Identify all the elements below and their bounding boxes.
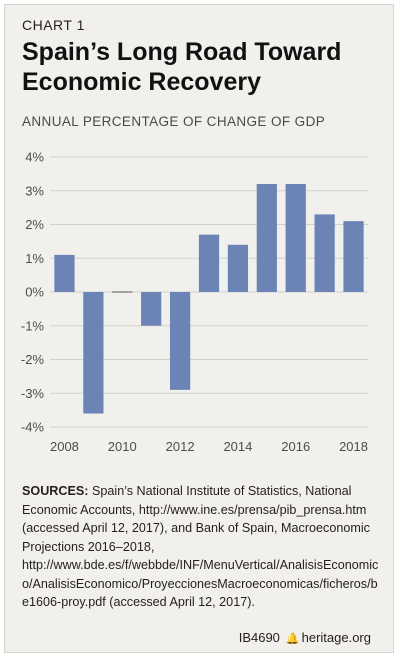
bars xyxy=(54,184,364,414)
footer: IB4690 🔔 heritage.org xyxy=(239,630,371,645)
bar-2009 xyxy=(83,292,104,414)
y-tick-label: -2% xyxy=(21,352,45,367)
x-tick-label: 2016 xyxy=(281,439,310,454)
bar-2010 xyxy=(112,291,133,293)
bar-2008 xyxy=(54,254,75,292)
y-axis-ticks: 4% 3% 2% 1% 0% -1% -2% -3% -4% xyxy=(21,150,45,435)
bar-2013 xyxy=(198,234,220,292)
bar-2011 xyxy=(141,292,162,326)
bar-2016 xyxy=(285,184,306,292)
y-tick-label: -3% xyxy=(21,386,45,401)
bar-2018 xyxy=(343,221,364,292)
x-tick-label: 2008 xyxy=(50,439,79,454)
report-code: IB4690 xyxy=(238,630,280,645)
bar-2015 xyxy=(256,184,277,292)
chart-title: Spain’s Long Road Toward Economic Recove… xyxy=(22,38,342,96)
x-axis-ticks: 2008 2010 2012 2014 2016 2018 xyxy=(50,439,368,454)
bell-icon: 🔔 xyxy=(285,633,300,645)
y-tick-label: 3% xyxy=(25,183,44,198)
x-tick-label: 2012 xyxy=(166,439,195,454)
y-tick-label: 0% xyxy=(25,285,44,300)
y-tick-label: -4% xyxy=(21,420,45,435)
chart-subtitle: ANNUAL PERCENTAGE OF CHANGE OF GDP xyxy=(22,114,326,129)
bar-2012 xyxy=(169,292,191,390)
bar-2014 xyxy=(227,244,249,292)
x-tick-label: 2018 xyxy=(339,439,368,454)
chart-panel: CHART 1 Spain’s Long Road Toward Economi… xyxy=(4,4,394,653)
sources-lead: SOURCES: xyxy=(22,484,89,498)
y-tick-label: 4% xyxy=(25,150,44,165)
chart-number-label: CHART 1 xyxy=(22,17,85,33)
site-name: heritage.org xyxy=(301,630,371,645)
x-tick-label: 2014 xyxy=(223,439,252,454)
y-tick-label: 1% xyxy=(25,251,44,266)
y-tick-label: -1% xyxy=(21,318,45,333)
sources-text: Spain’s National Institute of Statistics… xyxy=(22,484,379,609)
x-tick-label: 2010 xyxy=(108,439,137,454)
sources-note: SOURCES: Spain’s National Institute of S… xyxy=(22,482,384,612)
bar-chart: 4%3%2%1%0%-1%-2%-3%-4% 2008 2010 2012 2014 2… xyxy=(21,150,368,455)
y-tick-label: 2% xyxy=(25,217,44,232)
bar-2017 xyxy=(314,214,335,292)
